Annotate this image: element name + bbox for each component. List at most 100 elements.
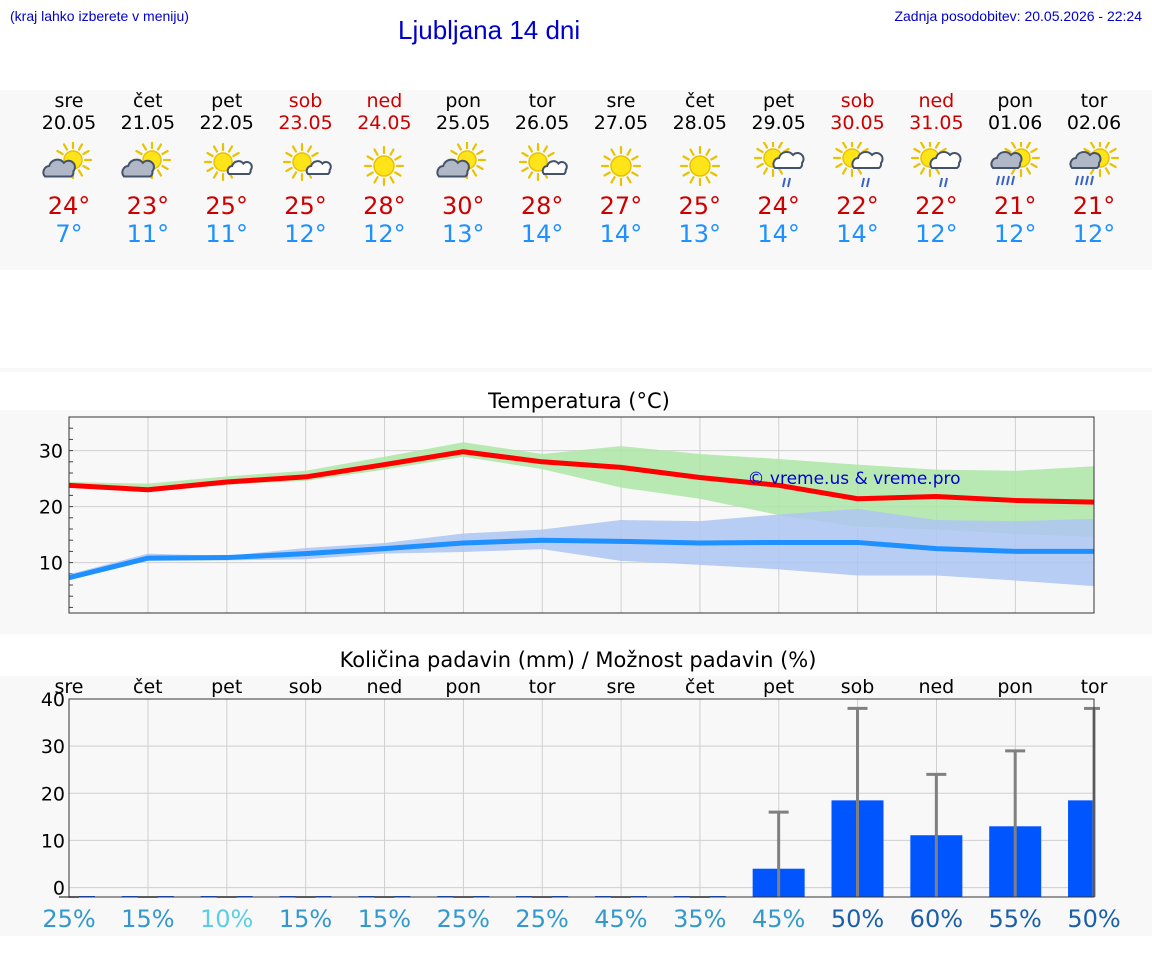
sun-rain-cloud-icon	[911, 142, 962, 188]
temp-min: 12°	[284, 220, 327, 248]
x-tick-label: sre	[55, 676, 84, 698]
min-temp-range	[69, 508, 1095, 587]
day-date: 30.05	[830, 112, 885, 134]
day-name: tor	[528, 90, 556, 112]
temp-min: 14°	[836, 220, 879, 248]
chart-title: Temperatura (°C)	[487, 389, 670, 413]
day-date: 29.05	[751, 112, 806, 134]
day-name: pon	[445, 90, 482, 112]
temp-max: 28°	[520, 192, 564, 220]
sun-small-cloud-icon	[282, 142, 332, 182]
temp-max: 30°	[441, 192, 485, 220]
chart-title: Količina padavin (mm) / Možnost padavin …	[340, 648, 817, 672]
temp-min: 12°	[915, 220, 958, 248]
sun-heavy-rain-icon	[1069, 142, 1120, 186]
precipitation-chart: Količina padavin (mm) / Možnost padavin …	[41, 648, 1121, 933]
sun-cloud-icon	[121, 142, 171, 180]
x-tick-label: sob	[841, 676, 875, 698]
temp-min: 14°	[520, 220, 564, 248]
x-tick-label: čet	[133, 676, 163, 698]
day-date: 01.06	[987, 112, 1043, 134]
precip-chance: 50%	[1067, 905, 1120, 933]
temp-min: 13°	[441, 220, 485, 248]
day-column: sre 20.05 24° 7°	[29, 90, 109, 248]
y-tick-label: 10	[39, 553, 63, 575]
temp-min: 7°	[55, 220, 83, 248]
temp-max: 27°	[599, 192, 643, 220]
x-tick-label: pon	[997, 676, 1033, 698]
max-temp-line	[68, 449, 1095, 505]
x-tick-label: ned	[918, 676, 954, 698]
day-column: sob 23.05 25° 12°	[266, 90, 346, 248]
temperature-chart: Temperatura (°C) 10 20 30 © vreme.us & vreme…	[39, 389, 1095, 614]
y-tick-label: 10	[41, 830, 65, 852]
plot-frame	[68, 698, 1095, 898]
day-column: pon 25.05 30° 13°	[423, 90, 503, 248]
temp-max: 25°	[205, 192, 248, 220]
day-name: tor	[1080, 90, 1108, 112]
x-tick-label: tor	[529, 676, 556, 698]
x-tick-label: sre	[606, 676, 635, 698]
day-column: pet 29.05 24° 14°	[739, 90, 819, 248]
daily-forecast: sre 20.05 24° 7° čet 21.05 23° 11° pet 22.05 25° 11…	[0, 90, 1152, 270]
temp-max: 25°	[678, 192, 722, 220]
day-date: 31.05	[909, 112, 964, 134]
location-hint: (kraj lahko izberete v meniju)	[10, 8, 189, 24]
temp-max: 21°	[1072, 192, 1116, 220]
temp-min: 12°	[993, 220, 1037, 248]
precip-chance: 25%	[42, 905, 95, 933]
day-column: ned 24.05 28° 12°	[344, 90, 424, 248]
precip-chance: 25%	[437, 905, 490, 933]
x-tick-label: pet	[763, 676, 794, 698]
precip-chance: 25%	[515, 905, 568, 933]
precip-chance: 10%	[200, 905, 253, 933]
precip-chance: 35%	[673, 905, 726, 933]
temp-max: 24°	[757, 192, 800, 220]
temp-max: 22°	[836, 192, 879, 220]
temp-min: 13°	[678, 220, 722, 248]
x-tick-label: tor	[1081, 676, 1108, 698]
day-date: 28.05	[672, 112, 727, 134]
separator	[0, 368, 1152, 372]
x-tick-label: pon	[445, 676, 481, 698]
precip-chance: 15%	[358, 905, 411, 933]
temp-min: 14°	[599, 220, 643, 248]
precip-chance: 55%	[989, 905, 1042, 933]
y-tick-label: 20	[41, 783, 65, 805]
temp-max: 22°	[915, 192, 958, 220]
forecast-band	[0, 90, 1152, 270]
sun-icon	[364, 145, 405, 187]
sun-heavy-rain-icon	[990, 142, 1041, 186]
y-tick-label: 0	[53, 878, 65, 900]
temp-max: 24°	[47, 192, 91, 220]
day-name: sre	[54, 90, 84, 112]
precip-chance: 45%	[752, 905, 805, 933]
day-column: ned 31.05 22° 12°	[896, 90, 976, 248]
day-column: tor 02.06 21° 12°	[1054, 90, 1134, 248]
day-name: ned	[366, 90, 403, 112]
watermark: © vreme.us & vreme.pro	[747, 469, 960, 489]
day-name: čet	[133, 90, 163, 112]
day-column: čet 21.05 23° 11°	[108, 90, 188, 248]
day-column: pet 22.05 25° 11°	[187, 90, 267, 248]
sun-cloud-icon	[42, 142, 93, 180]
last-update: Zadnja posodobitev: 20.05.2026 - 22:24	[894, 8, 1142, 24]
day-name: pon	[997, 90, 1034, 112]
day-name: pet	[211, 90, 243, 112]
sun-small-cloud-icon	[518, 142, 568, 182]
x-tick-label: sob	[289, 676, 323, 698]
precip-chance: 15%	[121, 905, 174, 933]
precip-chance: 60%	[910, 905, 963, 933]
y-tick-label: 30	[41, 736, 65, 758]
temp-max: 23°	[126, 192, 170, 220]
sun-rain-cloud-icon	[753, 142, 805, 188]
temp-max: 28°	[363, 192, 406, 220]
page-title: Ljubljana 14 dni	[398, 15, 581, 45]
day-column: sob 30.05 22° 14°	[818, 90, 898, 248]
day-date: 22.05	[199, 112, 254, 134]
day-date: 27.05	[593, 112, 649, 134]
sun-rain-cloud-icon	[832, 142, 883, 188]
day-column: sre 27.05 27° 14°	[581, 90, 661, 248]
temp-min: 11°	[126, 220, 170, 248]
day-name: ned	[918, 90, 955, 112]
